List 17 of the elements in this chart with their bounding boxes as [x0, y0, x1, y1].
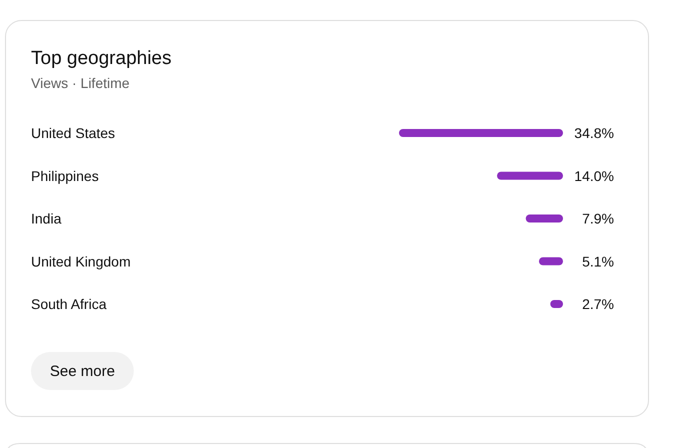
y-tick-label: India — [31, 210, 62, 226]
y-tick-label: South Africa — [31, 296, 107, 312]
data-label: 34.8% — [574, 125, 614, 141]
bar — [497, 172, 563, 180]
y-tick-label: United States — [31, 125, 116, 141]
text: Top geographies — [31, 48, 172, 69]
button: See more — [31, 352, 134, 390]
data-label: 2.7% — [582, 296, 614, 312]
data-label: 7.9% — [582, 210, 614, 226]
y-tick-label: Philippines — [31, 168, 99, 184]
data-label: 14.0% — [574, 168, 614, 184]
y-tick-label: United Kingdom — [31, 253, 131, 270]
text: Views · Lifetime — [31, 75, 130, 91]
bar — [538, 257, 563, 266]
data-label: 5.1% — [582, 253, 614, 270]
bar — [399, 129, 563, 137]
bar — [526, 214, 563, 222]
